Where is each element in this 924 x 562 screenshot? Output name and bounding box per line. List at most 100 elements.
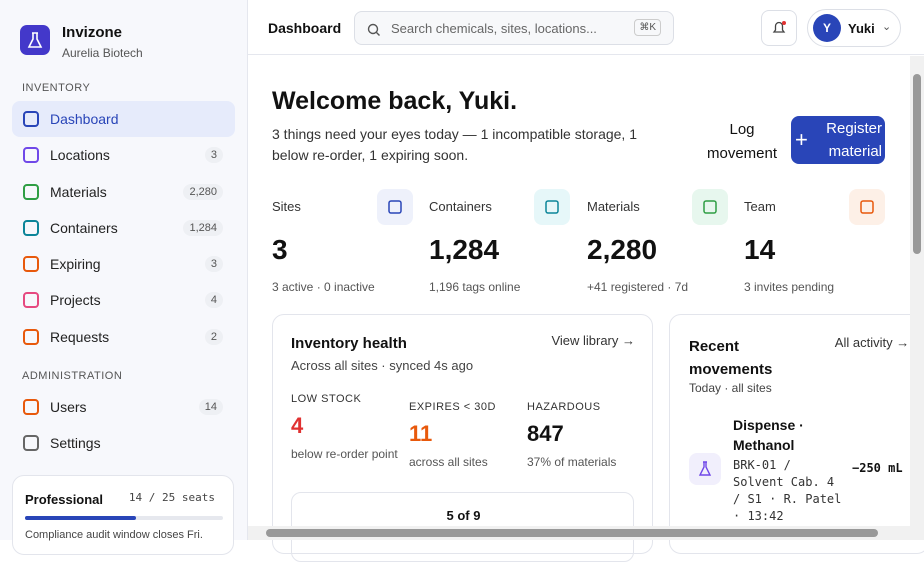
nav-count: 14 [198, 399, 223, 415]
search-placeholder: Search chemicals, sites, locations... [391, 21, 597, 36]
nav-label: Requests [50, 329, 110, 345]
move-detail: BRK-01 / Solvent Cab. 4 / S1 · R. Patel … [733, 458, 842, 523]
notifications[interactable] [761, 10, 797, 46]
stat-label: Sites [272, 199, 301, 214]
chevron: ⌄ [882, 21, 892, 33]
stat-icon [692, 189, 728, 225]
seat-fill [25, 516, 136, 520]
movements-title: Recent movements [689, 338, 773, 378]
nav-label: Materials [50, 184, 107, 200]
movements-card: Recent movements Today · all sites All a… [669, 314, 924, 554]
health-link[interactable]: View library → [551, 333, 635, 348]
nav-item[interactable]: Dashboard [12, 101, 235, 137]
pager: 5 of 9 [446, 508, 481, 523]
nav-icon [23, 256, 39, 272]
nav-section: INVENTORY [22, 82, 91, 94]
h-thumb[interactable] [266, 529, 878, 537]
nav-item[interactable]: Projects 4 [12, 282, 235, 318]
nav-item[interactable]: Settings [12, 425, 235, 461]
nav-count: 2,280 [183, 184, 223, 200]
plus-icon: + [795, 127, 808, 152]
stat-value: 2,280 [587, 234, 658, 265]
nav-item[interactable]: Users 14 [12, 389, 235, 425]
nav-icon [23, 399, 39, 415]
metric-label: HAZARDOUS [527, 401, 601, 413]
movements-subtitle: Today · all sites [689, 381, 772, 395]
search-shortcut: ⌘K [634, 19, 661, 36]
nav-icon [23, 329, 39, 345]
stat-label: Containers [429, 199, 492, 214]
metric-label: EXPIRES < 30D [409, 401, 496, 413]
stat-value: 3 [272, 234, 288, 265]
stat-label: Team [744, 199, 776, 214]
nav-label: Expiring [50, 256, 101, 272]
search[interactable]: Search chemicals, sites, locations... ⌘K [354, 11, 674, 45]
h-scrollbar[interactable] [248, 526, 924, 540]
seat-track [25, 516, 223, 520]
register-label: Register material [826, 120, 882, 160]
health-title: Inventory health [291, 335, 407, 352]
nav-count: 1,284 [183, 220, 223, 236]
plan-note: Compliance audit window closes Fri. [25, 529, 203, 541]
user-name: Yuki [848, 21, 875, 36]
register-button[interactable]: + Register material [791, 116, 885, 164]
nav-label: Locations [50, 147, 110, 163]
v-thumb[interactable] [913, 74, 921, 254]
nav-item[interactable]: Requests 2 [12, 319, 235, 355]
nav-count: 2 [204, 329, 223, 345]
metric-note: below re-order point [291, 447, 398, 461]
user-menu[interactable]: Y Yuki ⌄ [807, 9, 901, 47]
nav-item[interactable]: Materials 2,280 [12, 174, 235, 210]
move-icon [689, 453, 721, 485]
movements-link[interactable]: All activity → [834, 335, 910, 350]
nav-icon [23, 435, 39, 451]
sidebar: Invizone Aurelia Biotech INVENTORY Dashbo… [0, 0, 248, 555]
nav-icon [23, 220, 39, 236]
nav-item[interactable]: Containers 1,284 [12, 210, 235, 246]
metric-note: across all sites [409, 455, 488, 469]
nav-section: ADMINISTRATION [22, 370, 123, 382]
plan-card: Professional 14 / 25 seats Compliance au… [12, 475, 234, 555]
logo [20, 25, 50, 55]
stat-note: 3 invites pending [744, 280, 835, 294]
nav-count: 4 [204, 292, 223, 308]
nav-label: Projects [50, 292, 101, 308]
welcome-subtitle: 3 things need your eyes today — 1 incomp… [272, 126, 637, 163]
topbar-title: Dashboard [268, 20, 342, 36]
move-action: Dispense · Methanol [733, 417, 804, 453]
brand-org: Aurelia Biotech [62, 46, 143, 60]
metric-label: LOW STOCK [291, 393, 362, 405]
nav-label: Dashboard [50, 111, 119, 127]
nav-count: 3 [204, 147, 223, 163]
stat-value: 14 [744, 234, 776, 265]
v-scrollbar[interactable] [910, 56, 924, 526]
metric-value: 4 [291, 413, 304, 438]
plan-seats: 14 / 25 seats [128, 491, 215, 504]
nav-icon [23, 184, 39, 200]
nav-label: Settings [50, 435, 101, 451]
nav-label: Users [50, 399, 87, 415]
stat-note: 3 active · 0 inactive [272, 280, 375, 294]
nav-count: 3 [204, 256, 223, 272]
stat-note: 1,196 tags online [429, 280, 521, 294]
move-qty: −250 mL [852, 461, 903, 475]
log-button[interactable]: Log movement [706, 121, 778, 162]
topbar: Dashboard Search chemicals, sites, locat… [248, 0, 924, 55]
welcome-heading: Welcome back, Yuki. [272, 87, 518, 115]
stat-label: Materials [587, 199, 640, 214]
stat-note: +41 registered · 7d [587, 280, 689, 294]
nav-label: Containers [50, 220, 118, 236]
metric-value: 847 [527, 421, 564, 446]
metric-value: 11 [409, 421, 433, 446]
stat-icon [534, 189, 570, 225]
brand-name: Invizone [62, 24, 123, 41]
plan-name: Professional [25, 492, 104, 507]
health-card: Inventory health Across all sites · sync… [272, 314, 653, 562]
nav-icon [23, 147, 39, 163]
health-subtitle: Across all sites · synced 4s ago [291, 358, 474, 373]
nav-item[interactable]: Locations 3 [12, 137, 235, 173]
nav-icon [23, 111, 39, 127]
nav-item[interactable]: Expiring 3 [12, 246, 235, 282]
stat-icon [849, 189, 885, 225]
